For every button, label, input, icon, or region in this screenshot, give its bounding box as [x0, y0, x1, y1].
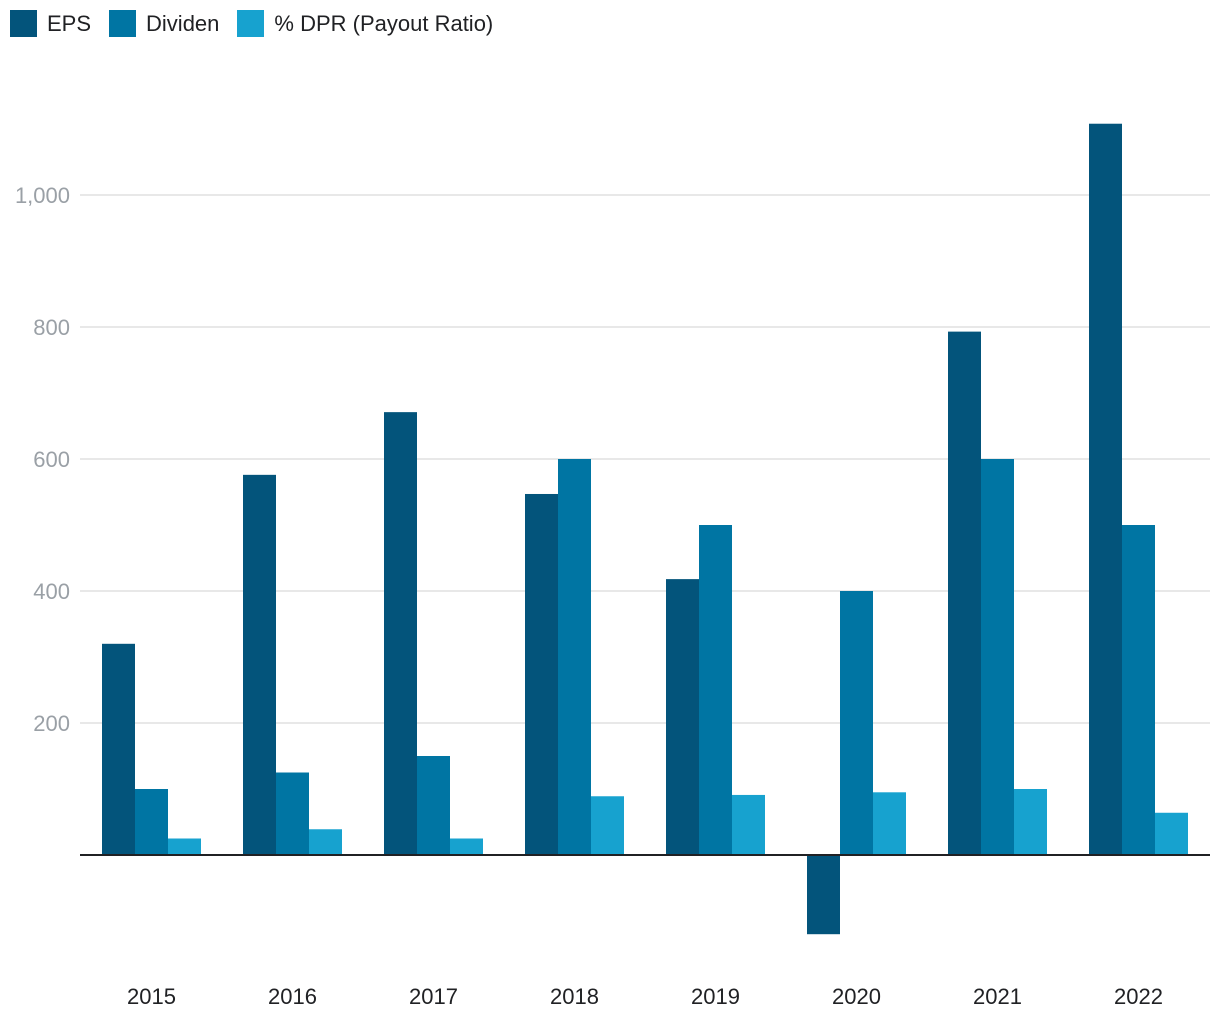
bar--dpr-payout-ratio--2019: [732, 794, 765, 855]
legend-swatch-eps: [10, 10, 37, 37]
bar-dividen-2020: [840, 591, 873, 855]
bar-dividen-2021: [981, 459, 1014, 855]
bar-dividen-2015: [135, 789, 168, 855]
x-tick-label: 2019: [691, 984, 740, 1009]
bar-dividen-2016: [276, 772, 309, 855]
x-tick-label: 2020: [832, 984, 881, 1009]
legend-label-dpr: % DPR (Payout Ratio): [274, 10, 494, 36]
bar-eps-2021: [948, 331, 981, 855]
legend-swatch-dpr: [237, 10, 265, 37]
legend-item-dpr: % DPR (Payout Ratio): [237, 10, 493, 37]
legend: EPS Dividen % DPR (Payout Ratio): [10, 10, 493, 37]
y-tick-label: 200: [33, 711, 70, 736]
bar--dpr-payout-ratio--2021: [1014, 789, 1047, 855]
bar--dpr-payout-ratio--2018: [591, 796, 624, 855]
y-tick-label: 400: [33, 579, 70, 604]
bar--dpr-payout-ratio--2022: [1155, 812, 1188, 855]
bar-eps-2019: [666, 579, 699, 855]
bar-dividen-2018: [558, 459, 591, 855]
y-tick-label: 800: [33, 315, 70, 340]
x-tick-label: 2018: [550, 984, 599, 1009]
bar--dpr-payout-ratio--2015: [168, 838, 201, 855]
bar--dpr-payout-ratio--2020: [873, 792, 906, 855]
bar--dpr-payout-ratio--2017: [450, 838, 483, 855]
bar-eps-2017: [384, 412, 417, 855]
legend-item-dividen: Dividen: [109, 10, 219, 37]
bar-dividen-2017: [417, 756, 450, 855]
legend-swatch-dividen: [109, 10, 137, 37]
bar--dpr-payout-ratio--2016: [309, 829, 342, 855]
bar-eps-2018: [525, 493, 558, 855]
bar-dividen-2022: [1122, 525, 1155, 855]
legend-item-eps: EPS: [10, 10, 91, 37]
bar-eps-2015: [102, 643, 135, 855]
x-tick-label: 2016: [268, 984, 317, 1009]
bar-eps-2022: [1089, 123, 1122, 856]
y-tick-label: 600: [33, 447, 70, 472]
legend-label-dividen: Dividen: [146, 10, 220, 36]
bar-dividen-2019: [699, 525, 732, 855]
bar-eps-2016: [243, 474, 276, 855]
x-tick-label: 2017: [409, 984, 458, 1009]
bar-eps-2020: [807, 855, 840, 935]
x-tick-label: 2015: [127, 984, 176, 1009]
legend-label-eps: EPS: [47, 10, 92, 36]
y-tick-label: 1,000: [15, 183, 70, 208]
x-tick-label: 2021: [973, 984, 1022, 1009]
x-tick-label: 2022: [1114, 984, 1163, 1009]
